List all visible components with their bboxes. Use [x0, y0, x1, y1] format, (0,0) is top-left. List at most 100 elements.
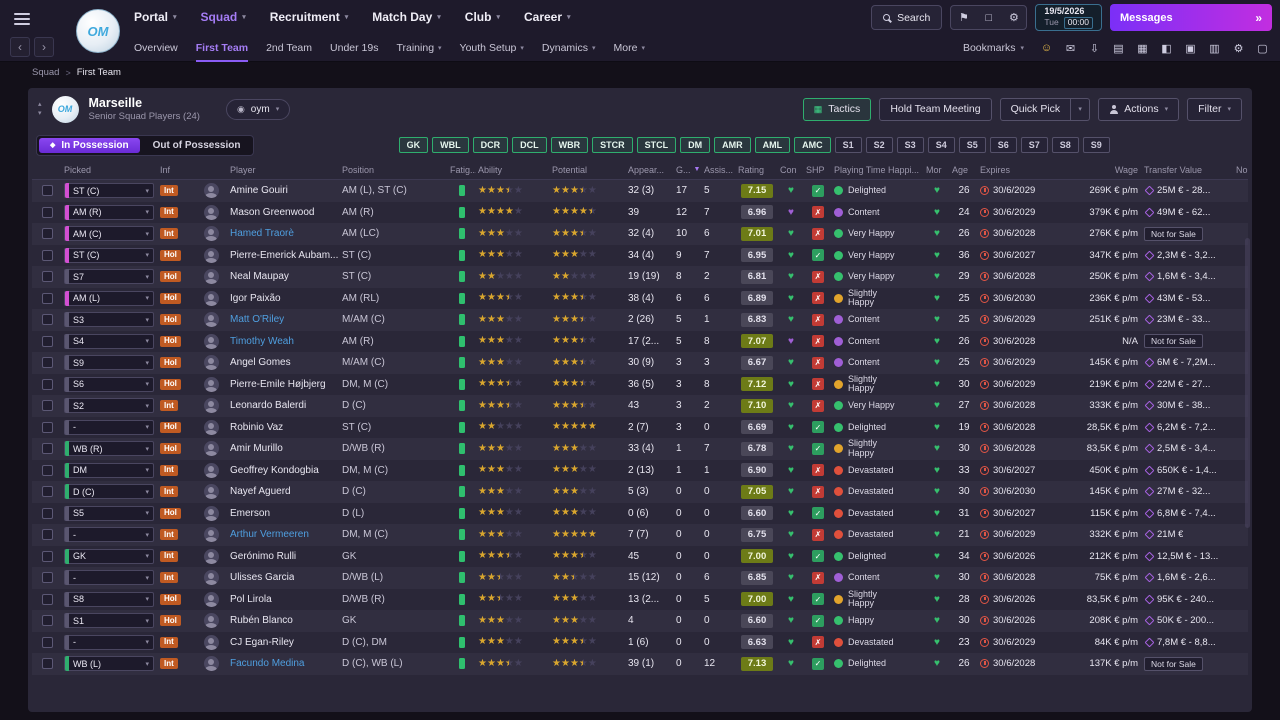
column-header-happy[interactable]: Playing Time Happi... — [834, 164, 920, 175]
media-icon[interactable]: ◧ — [1161, 42, 1172, 55]
table-row[interactable]: S6 ▾ Hol Pierre-Emile Højbjerg DM, M (C) ★ ★ ★ ★… — [32, 373, 1248, 395]
gear-icon[interactable]: ⚙ — [1008, 12, 1019, 24]
back-button[interactable]: ‹ — [10, 37, 30, 57]
player-name[interactable]: Rubén Blanco — [230, 615, 293, 627]
table-row[interactable]: ST (C) ▾ Int Amine Gouiri AM (L), ST (C) ★ ★ ★ ★… — [32, 180, 1248, 202]
picked-role-dropdown[interactable]: S6 ▾ — [64, 376, 154, 392]
position-filter-amr[interactable]: AMR — [714, 137, 751, 153]
player-name[interactable]: Timothy Weah — [230, 335, 294, 347]
notes-icon[interactable]: ▣ — [1185, 42, 1196, 55]
nav-item-match-day[interactable]: Match Day ▾ — [372, 10, 441, 24]
quick-pick-dropdown[interactable]: ▾ — [1071, 97, 1091, 121]
nav-item-recruitment[interactable]: Recruitment ▾ — [270, 10, 349, 24]
inbox-icon[interactable]: ✉ — [1065, 42, 1076, 55]
messages-button[interactable]: Messages » — [1110, 4, 1272, 31]
row-checkbox[interactable] — [41, 464, 53, 476]
player-name[interactable]: Leonardo Balerdi — [230, 400, 307, 412]
nav-item-career[interactable]: Career ▾ — [524, 10, 571, 24]
column-header-picked[interactable]: Picked — [64, 164, 92, 175]
position-filter-s2[interactable]: S2 — [865, 137, 893, 153]
calendar-icon[interactable]: ▦ — [1137, 42, 1148, 55]
player-name[interactable]: Geoffrey Kondogbia — [230, 464, 319, 476]
table-row[interactable]: ST (C) ▾ Hol Pierre-Emerick Aubam... ST (C) ★… — [32, 244, 1248, 266]
player-name[interactable]: Robinio Vaz — [230, 421, 284, 433]
picked-role-dropdown[interactable]: ST (C) ▾ — [64, 247, 154, 263]
player-name[interactable]: Emerson — [230, 507, 271, 519]
bookmarks-dropdown[interactable]: Bookmarks ▾ — [963, 42, 1024, 54]
column-header-wage[interactable]: Wage — [1114, 164, 1138, 175]
table-row[interactable]: WB (R) ▾ Hol Amir Murillo D/WB (R) ★ ★ ★ ★ ★ ★ ★ ★ ★ ★… — [32, 438, 1248, 460]
row-checkbox[interactable] — [41, 486, 53, 498]
player-name[interactable]: Angel Gomes — [230, 357, 291, 369]
player-name[interactable]: Ulisses Garcia — [230, 572, 295, 584]
picked-role-dropdown[interactable]: AM (C) ▾ — [64, 226, 154, 242]
picked-role-dropdown[interactable]: S3 ▾ — [64, 312, 154, 328]
row-checkbox[interactable] — [41, 636, 53, 648]
position-filter-s3[interactable]: S3 — [896, 137, 924, 153]
position-filter-s7[interactable]: S7 — [1020, 137, 1048, 153]
picked-role-dropdown[interactable]: ST (C) ▾ — [64, 183, 154, 199]
row-checkbox[interactable] — [41, 206, 53, 218]
breadcrumb-item[interactable]: Squad — [32, 67, 60, 78]
player-name[interactable]: Pierre-Emile Højbjerg — [230, 378, 326, 390]
position-filter-dcl[interactable]: DCL — [512, 137, 547, 153]
nav-item-club[interactable]: Club ▾ — [465, 10, 500, 24]
menu-icon[interactable] — [14, 13, 30, 25]
table-row[interactable]: DM ▾ Int Geoffrey Kondogbia DM, M (C) ★ ★ ★ ★ ★ ★ ★… — [32, 459, 1248, 481]
table-row[interactable]: D (C) ▾ Int Nayef Aguerd D (C) ★ ★ ★ ★ ★ ★ ★ ★ ★ ★ 5 (3… — [32, 481, 1248, 503]
settings-icon[interactable]: ⚙ — [1233, 42, 1244, 55]
column-header-transfer[interactable]: Transfer Value — [1144, 164, 1203, 175]
position-filter-s9[interactable]: S9 — [1082, 137, 1110, 153]
save-icon[interactable]: ⇩ — [1089, 42, 1100, 55]
table-row[interactable]: - ▾ Int Arthur Vermeeren DM, M (C) ★ ★ ★ ★ ★ ★ ★ ★ ★ ★… — [32, 524, 1248, 546]
column-header-no[interactable]: No... — [1236, 164, 1248, 175]
row-checkbox[interactable] — [41, 400, 53, 412]
quick-pick-button[interactable]: Quick Pick — [999, 97, 1072, 121]
position-filter-s1[interactable]: S1 — [834, 137, 862, 153]
in-possession-tab[interactable]: ◆ In Possession — [39, 137, 140, 153]
row-checkbox[interactable] — [41, 228, 53, 240]
row-checkbox[interactable] — [41, 572, 53, 584]
picked-role-dropdown[interactable]: S9 ▾ — [64, 355, 154, 371]
table-row[interactable]: - ▾ Hol Robinio Vaz ST (C) ★ ★ ★ ★ ★ ★ ★ ★ ★ ★ 2 (7) 3 0 6… — [32, 416, 1248, 438]
picked-role-dropdown[interactable]: WB (L) ▾ — [64, 656, 154, 672]
column-header-fatig[interactable]: Fatig... — [450, 164, 476, 175]
position-filter-s6[interactable]: S6 — [989, 137, 1017, 153]
table-row[interactable]: S1 ▾ Hol Rubén Blanco GK ★ ★ ★ ★ ★ ★ ★ ★ ★ ★ 4 0 0 6.60 ♥ ✓ H… — [32, 610, 1248, 632]
player-name[interactable]: Amine Gouiri — [230, 185, 288, 197]
column-header-pos[interactable]: Position — [342, 164, 375, 175]
player-name[interactable]: Pol Lirola — [230, 593, 272, 605]
row-checkbox[interactable] — [41, 443, 53, 455]
picked-role-dropdown[interactable]: S4 ▾ — [64, 333, 154, 349]
row-checkbox[interactable] — [41, 421, 53, 433]
position-filter-s4[interactable]: S4 — [927, 137, 955, 153]
nav-item-portal[interactable]: Portal ▾ — [134, 10, 177, 24]
picked-role-dropdown[interactable]: - ▾ — [64, 634, 154, 650]
column-header-inf[interactable]: Inf — [160, 164, 171, 175]
picked-role-dropdown[interactable]: S1 ▾ — [64, 613, 154, 629]
position-filter-dcr[interactable]: DCR — [472, 137, 509, 153]
picked-role-dropdown[interactable]: GK ▾ — [64, 548, 154, 564]
player-name[interactable]: Igor Paixão — [230, 292, 281, 304]
position-filter-s5[interactable]: S5 — [958, 137, 986, 153]
tab-overview[interactable]: Overview — [134, 34, 178, 62]
row-checkbox[interactable] — [41, 271, 53, 283]
column-header-assists[interactable]: Assis... — [704, 164, 734, 175]
row-checkbox[interactable] — [41, 185, 53, 197]
player-name[interactable]: Arthur Vermeeren — [230, 529, 309, 541]
position-filter-stcr[interactable]: STCR — [592, 137, 633, 153]
position-filter-gk[interactable]: GK — [398, 137, 429, 153]
column-header-shp[interactable]: SHP — [806, 164, 825, 175]
morale-smiley-icon[interactable]: ☺ — [1040, 42, 1053, 54]
position-filter-amc[interactable]: AMC — [794, 137, 831, 153]
row-checkbox[interactable] — [41, 249, 53, 261]
tab-dynamics[interactable]: Dynamics ▾ — [542, 34, 596, 62]
picked-role-dropdown[interactable]: WB (R) ▾ — [64, 441, 154, 457]
scrollbar-thumb[interactable] — [1245, 238, 1250, 528]
column-header-ability[interactable]: Ability — [478, 164, 503, 175]
player-name[interactable]: Mason Greenwood — [230, 206, 315, 218]
